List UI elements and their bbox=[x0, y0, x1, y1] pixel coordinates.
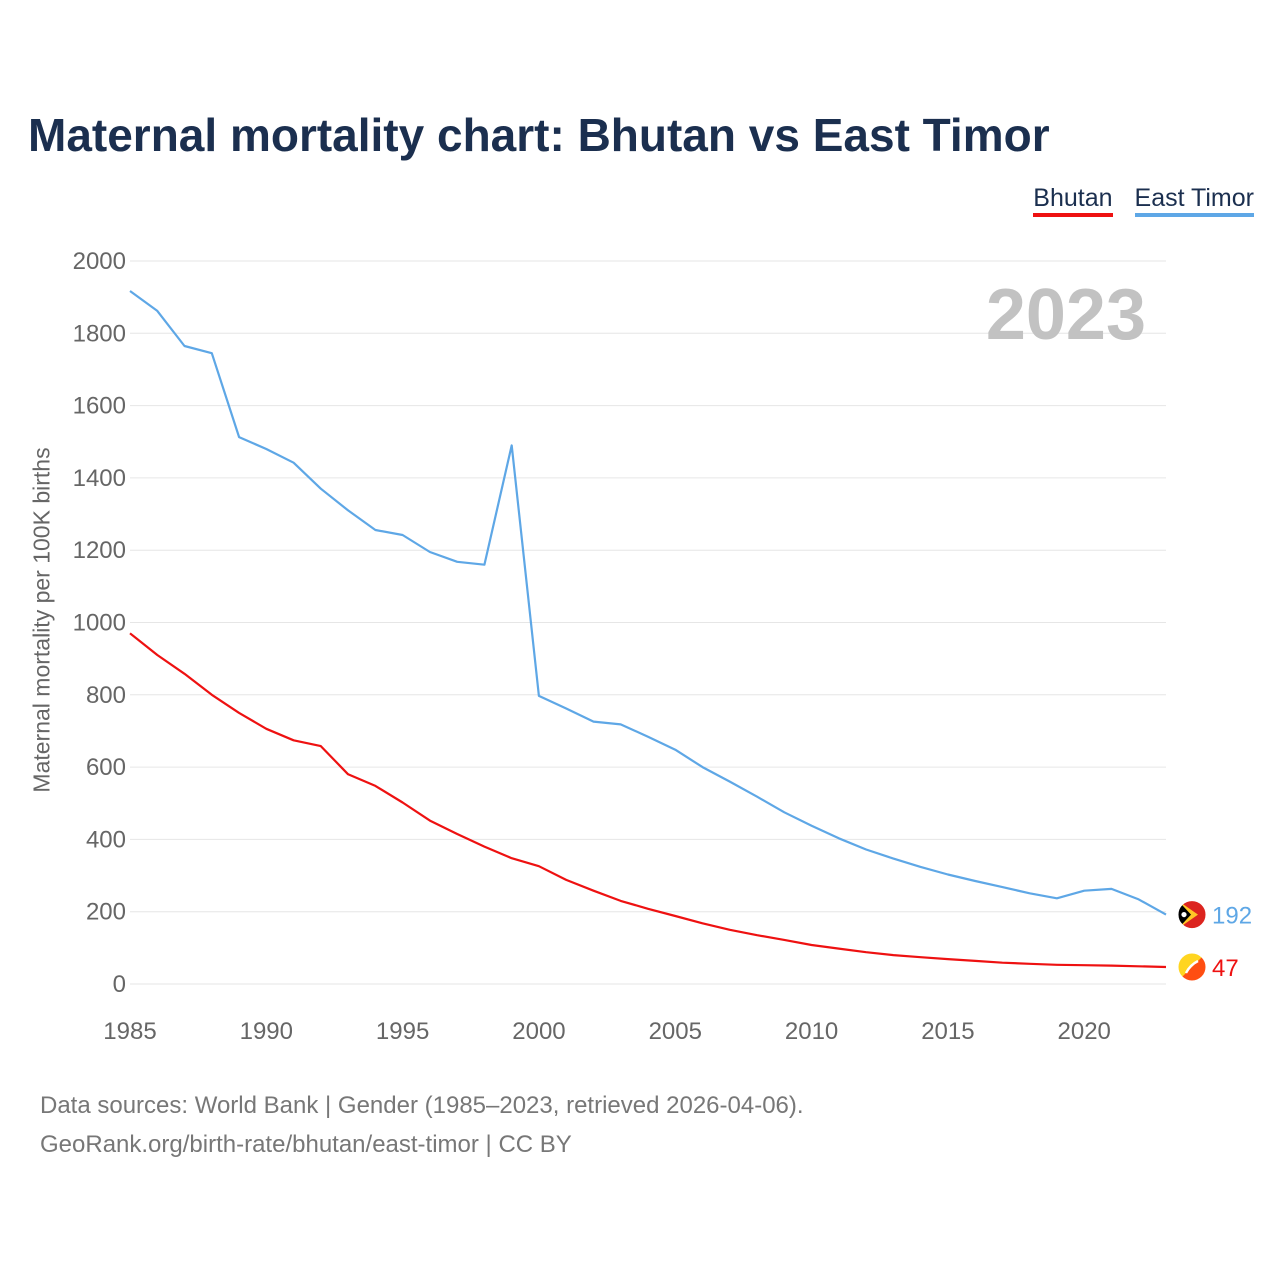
footer: Data sources: World Bank | Gender (1985–… bbox=[40, 1086, 804, 1164]
y-tick-label: 2000 bbox=[73, 248, 126, 275]
x-tick-label: 1985 bbox=[103, 1018, 156, 1045]
y-tick-label: 1600 bbox=[73, 393, 126, 420]
end-value-label-east-timor: 192 bbox=[1212, 903, 1252, 930]
year-watermark: 2023 bbox=[985, 275, 1146, 355]
x-tick-label: 2010 bbox=[785, 1018, 838, 1045]
x-axis-ticks: 1985 1990 1995 2000 2005 2010 2015 2020 bbox=[103, 1018, 1111, 1045]
x-tick-label: 2005 bbox=[649, 1018, 702, 1045]
y-tick-label: 1800 bbox=[73, 320, 126, 347]
y-tick-label: 0 bbox=[113, 971, 126, 998]
y-tick-label: 1000 bbox=[73, 610, 126, 637]
end-value-label-bhutan: 47 bbox=[1212, 955, 1239, 982]
y-tick-label: 1400 bbox=[73, 465, 126, 492]
x-tick-label: 2000 bbox=[512, 1018, 565, 1045]
series-line-east-timor[interactable] bbox=[129, 290, 1167, 916]
series-lines bbox=[129, 290, 1167, 969]
y-tick-label: 200 bbox=[86, 899, 126, 926]
x-tick-label: 1995 bbox=[376, 1018, 429, 1045]
data-source-text: Data sources: World Bank | Gender (1985–… bbox=[40, 1092, 804, 1119]
legend-item-east-timor[interactable]: East Timor bbox=[1134, 184, 1254, 217]
line-chart: 0 200 400 600 800 1000 1200 1400 1600 1800 2000 19… bbox=[73, 248, 1252, 1045]
x-tick-label: 1990 bbox=[240, 1018, 293, 1045]
bhutan-flag-icon bbox=[1177, 952, 1207, 982]
east-timor-flag-icon bbox=[1177, 900, 1207, 930]
y-tick-label: 400 bbox=[86, 826, 126, 853]
source-link[interactable]: GeoRank.org/birth-rate/bhutan/east-timor… bbox=[40, 1131, 572, 1158]
y-tick-label: 1200 bbox=[73, 537, 126, 564]
x-tick-label: 2020 bbox=[1058, 1018, 1111, 1045]
series-line-bhutan[interactable] bbox=[129, 632, 1167, 969]
y-axis-ticks: 0 200 400 600 800 1000 1200 1400 1600 1800 2000 bbox=[73, 248, 126, 998]
end-markers: 47 192 bbox=[1177, 900, 1252, 982]
x-tick-label: 2015 bbox=[921, 1018, 974, 1045]
y-tick-label: 800 bbox=[86, 682, 126, 709]
grid-lines bbox=[130, 260, 1166, 985]
legend: Bhutan East Timor bbox=[1033, 184, 1254, 217]
legend-item-bhutan[interactable]: Bhutan bbox=[1033, 184, 1113, 217]
y-tick-label: 600 bbox=[86, 754, 126, 781]
page-title: Maternal mortality chart: Bhutan vs East… bbox=[28, 109, 1050, 161]
